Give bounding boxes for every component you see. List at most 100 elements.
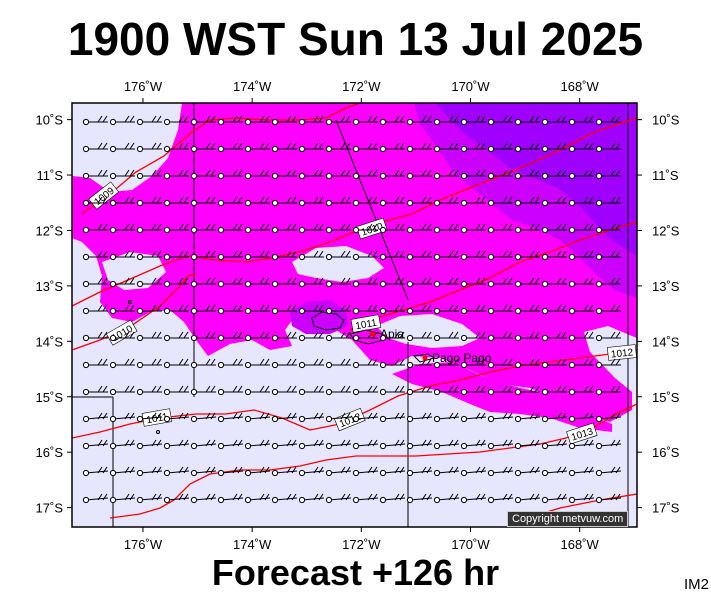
wind-barb: [379, 466, 406, 477]
wind-barb: [298, 412, 325, 423]
wind-barb: [163, 115, 189, 126]
wind-barb: [433, 115, 459, 126]
wind-barb: [217, 304, 243, 315]
isobar-label-1011-east: 1011: [355, 318, 379, 333]
wind-barb: [109, 115, 135, 126]
wind-barb: [487, 223, 513, 234]
wind-barb: [460, 466, 487, 477]
wind-barb: [325, 493, 352, 504]
wind-barb: [568, 304, 594, 315]
wind-barb: [82, 196, 108, 207]
wind-barb: [325, 385, 351, 396]
map-title: 1900 WST Sun 13 Jul 2025: [67, 13, 644, 65]
wind-barb: [541, 196, 567, 207]
place-label-apia: Apia: [380, 327, 404, 341]
wind-barb: [487, 115, 513, 126]
wind-barb: [406, 493, 433, 504]
wind-barb: [541, 412, 568, 423]
wind-barb: [190, 493, 217, 504]
wind-barb: [460, 331, 486, 342]
wind-barb: [163, 169, 189, 180]
image-code: IM2: [683, 576, 709, 593]
wind-barb: [406, 223, 432, 234]
wind-barb: [190, 385, 216, 396]
wind-barb: [568, 439, 595, 450]
wind-barb: [244, 412, 271, 423]
wind-barb: [406, 331, 432, 342]
wind-barb: [460, 196, 486, 207]
wind-barb: [136, 196, 162, 207]
wind-barb: [595, 412, 622, 423]
lon-tick-label-bottom: 172˚W: [342, 537, 381, 552]
wind-barb: [460, 385, 486, 396]
wind-barb: [379, 115, 405, 126]
island-tutuila: [412, 353, 436, 363]
wind-barb: [595, 493, 622, 504]
wind-barb: [82, 142, 108, 153]
wind-barb: [352, 412, 379, 423]
lat-tick-label-left: 16˚S: [36, 445, 64, 460]
places: Apia Pago Pago: [370, 327, 492, 365]
wind-barb: [595, 250, 621, 261]
lon-tick-label-top: 170˚W: [451, 79, 490, 94]
wind-barb: [433, 196, 459, 207]
wind-barb: [568, 466, 595, 477]
precip-gap-west: [72, 103, 182, 192]
wind-barb: [595, 223, 621, 234]
wind-barb: [163, 196, 189, 207]
wind-barb: [163, 385, 189, 396]
wind-barb: [352, 493, 379, 504]
wind-barb: [190, 412, 217, 423]
wind-barb: [568, 385, 594, 396]
wind-barb: [487, 385, 513, 396]
precip-area-south: [392, 362, 612, 432]
lon-tick-label-bottom: 168˚W: [561, 537, 600, 552]
wind-barb: [244, 196, 270, 207]
wind-barb: [109, 466, 136, 477]
wind-barb: [514, 385, 540, 396]
wind-barb: [352, 250, 378, 261]
wind-barb: [433, 466, 460, 477]
wind-barb: [136, 142, 162, 153]
wind-barb: [298, 169, 324, 180]
wind-barb: [568, 223, 594, 234]
wind-barb: [568, 277, 594, 288]
wind-barb: [379, 385, 405, 396]
wind-barb: [325, 115, 351, 126]
wind-barb: [271, 493, 298, 504]
wind-barb: [82, 223, 108, 234]
wind-barb: [595, 385, 621, 396]
wind-barb: [217, 169, 243, 180]
wind-barb: [190, 196, 216, 207]
wind-barb: [244, 493, 271, 504]
wind-barb: [136, 277, 162, 288]
lat-tick-label-right: 15˚S: [652, 390, 680, 405]
wind-barb: [379, 331, 405, 342]
wind-barb: [244, 169, 270, 180]
wind-barb: [460, 277, 486, 288]
wind-barb: [379, 169, 405, 180]
wind-barb: [298, 196, 324, 207]
lat-tick-label-left: 14˚S: [36, 334, 64, 349]
wind-barb: [406, 277, 432, 288]
wind-barb: [271, 331, 297, 342]
wind-barb: [271, 115, 297, 126]
lat-tick-label-left: 15˚S: [36, 390, 64, 405]
wind-barb: [190, 115, 216, 126]
wind-barb: [514, 250, 540, 261]
wind-barb: [325, 196, 351, 207]
wind-barb: [568, 358, 594, 369]
wind-barb: [136, 331, 162, 342]
wind-barb: [244, 331, 270, 342]
wind-barb: [541, 439, 568, 450]
wind-barb: [136, 358, 162, 369]
wind-barb: [433, 250, 459, 261]
wind-barb: [541, 358, 567, 369]
wind-barb: [271, 358, 297, 369]
wind-barb: [136, 115, 162, 126]
wind-barb: [379, 142, 405, 153]
wind-barb: [568, 493, 595, 504]
lat-tick-label-left: 17˚S: [36, 501, 64, 516]
wind-barb: [433, 304, 459, 315]
copyright-notice: Copyright metvuw.com: [507, 511, 629, 527]
